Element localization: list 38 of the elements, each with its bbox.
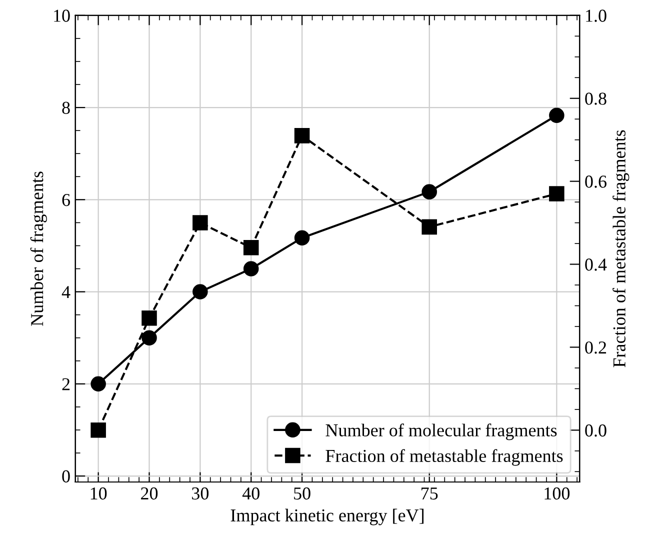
point (243, 261, 259, 276)
x-tick-label: 40 (242, 487, 260, 500)
x-axis-title: Impact kinetic energy [eV] (230, 508, 424, 526)
y-tick-label: 8 (62, 102, 70, 114)
point (294, 128, 310, 144)
y-axis-title: Number of fragments (30, 172, 47, 326)
point (294, 230, 310, 246)
point (422, 219, 437, 235)
x-tick-label: 10 (90, 487, 107, 500)
point (142, 330, 157, 346)
x-tick-label: 100 (544, 487, 570, 500)
y2-tick-label: 0.2 (585, 341, 606, 354)
y2-tick-label: 1.0 (586, 10, 606, 22)
y2-tick-label: 0.8 (585, 92, 606, 105)
y-tick-label: 10 (54, 10, 70, 22)
legend-label: Number of molecular fragments (326, 424, 557, 440)
legend-label: Fraction of metastable fragments (326, 449, 563, 466)
point (549, 186, 564, 202)
y-tick-label: 6 (62, 194, 70, 206)
x-tick-label: 20 (141, 487, 158, 500)
point (90, 422, 106, 438)
point (90, 376, 106, 392)
y2-tick-label: 0.0 (585, 424, 606, 437)
y-tick-label: 2 (62, 378, 70, 390)
y2-axis-title: Fraction of metastable fragments (612, 130, 630, 368)
x-tick-label: 50 (294, 487, 310, 500)
x-tick-label: 30 (192, 487, 209, 500)
point (243, 240, 259, 256)
point (142, 310, 157, 326)
point (422, 184, 437, 200)
x-tick-label: 75 (422, 488, 438, 500)
point (192, 284, 208, 300)
y2-tick-label: 0.4 (585, 258, 607, 271)
y-tick-label: 4 (62, 286, 70, 298)
point (192, 215, 208, 230)
y2-tick-label: 0.6 (585, 176, 606, 188)
y-tick-label: 0 (62, 470, 70, 482)
point (549, 108, 564, 123)
